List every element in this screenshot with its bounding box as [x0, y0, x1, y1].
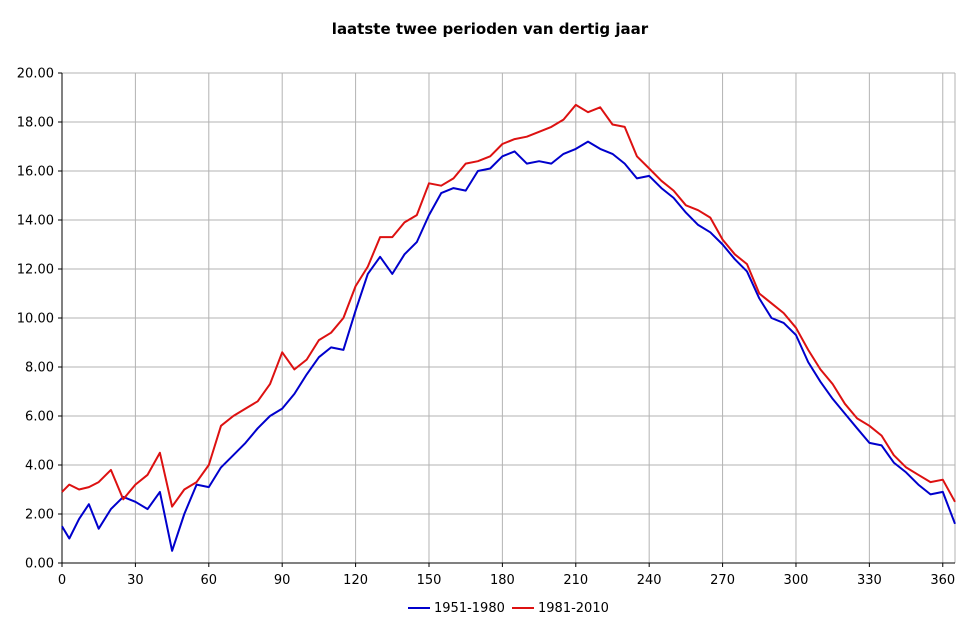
y-tick-label: 0.00	[25, 557, 54, 572]
y-tick-label: 2.00	[25, 508, 54, 523]
y-tick-label: 16.00	[17, 165, 54, 180]
x-tick-label: 330	[857, 573, 882, 588]
x-tick-label: 210	[563, 573, 588, 588]
x-tick-label: 150	[417, 573, 442, 588]
series-lines	[61, 103, 956, 552]
series-line-1951-1980	[61, 140, 956, 552]
x-tick-label: 30	[127, 573, 144, 588]
y-tick-label: 6.00	[25, 410, 54, 425]
y-tick-label: 14.00	[17, 214, 54, 229]
y-tick-label: 12.00	[17, 263, 54, 278]
grid	[61, 72, 956, 564]
x-tick-label: 180	[490, 573, 515, 588]
y-tick-label: 8.00	[25, 361, 54, 376]
x-tick-label: 0	[58, 573, 66, 588]
x-tick-label: 120	[343, 573, 368, 588]
y-tick-label: 20.00	[17, 67, 54, 82]
legend-label: 1981-2010	[538, 601, 609, 616]
y-tick-label: 18.00	[17, 116, 54, 131]
x-tick-label: 60	[201, 573, 218, 588]
x-tick-label: 360	[930, 573, 955, 588]
chart-title: laatste twee perioden van dertig jaar	[332, 20, 649, 38]
y-tick-label: 4.00	[25, 459, 54, 474]
x-tick-labels: 0 30 60 90 120 150 180 210 240 270 300 330 360	[58, 563, 955, 588]
y-tick-label: 10.00	[17, 312, 54, 327]
legend-label: 1951-1980	[434, 601, 505, 616]
x-tick-label: 300	[784, 573, 809, 588]
legend: 1951-1980 1981-2010	[408, 601, 609, 616]
x-tick-label: 240	[637, 573, 662, 588]
y-tick-labels: 0.00 2.00 4.00 6.00 8.00 10.00 12.00 14.00 16.00…	[17, 67, 62, 572]
x-tick-label: 270	[710, 573, 735, 588]
x-tick-label: 90	[274, 573, 291, 588]
series-line-1981-2010	[61, 103, 956, 508]
